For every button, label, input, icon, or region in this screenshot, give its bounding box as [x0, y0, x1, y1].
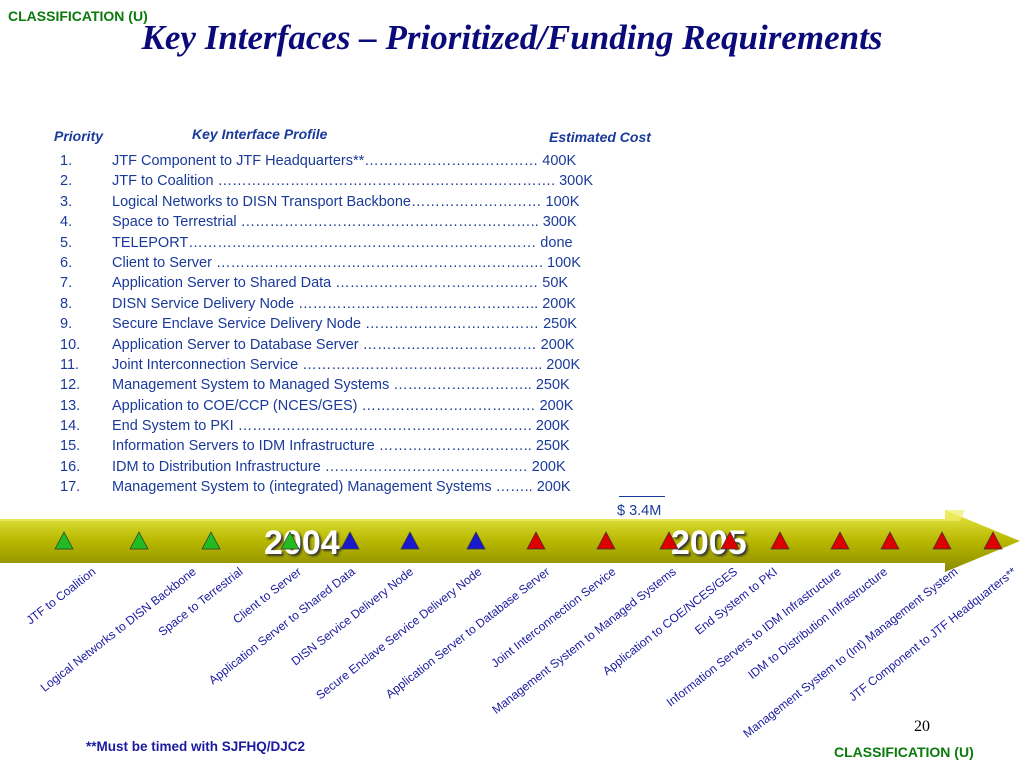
- milestone-marker: [280, 531, 300, 550]
- priority-header: Priority: [54, 128, 104, 144]
- milestone-marker: [983, 531, 1003, 550]
- milestone-marker: [932, 531, 952, 550]
- list-item: 8. DISN Service Delivery Node ………………………………: [60, 295, 577, 312]
- profile-header: Key Interface Profile: [192, 126, 328, 142]
- milestone-marker: [400, 531, 420, 550]
- list-item: 15. Information Servers to IDM Infrastruc…: [60, 438, 570, 455]
- milestone-marker: [129, 531, 149, 550]
- list-item: 7. Application Server to Shared Data ……………: [60, 275, 569, 292]
- footnote: **Must be timed with SJFHQ/DJC2: [86, 739, 306, 754]
- list-item: 10. Application Server to Database Server…: [60, 336, 575, 353]
- milestone-marker: [466, 531, 486, 550]
- list-item: 13. Application to COE/CCP (NCES/GES) …………: [60, 397, 574, 414]
- list-item: 4. Space to Terrestrial ………………………………………………: [60, 214, 577, 231]
- list-item: 11. Joint Interconnection Service ……………………: [60, 356, 581, 373]
- requirements-list: 1. JTF Component to JTF Headquarters**…………: [60, 153, 593, 500]
- timeline-band-top: [0, 510, 965, 521]
- cost-header: Estimated Cost: [549, 129, 651, 145]
- timeline-band: [0, 510, 1020, 572]
- total-cost: $ 3.4M: [617, 503, 662, 519]
- list-item: 3. Logical Networks to DISN Transport Bac…: [60, 193, 580, 210]
- list-item: 2. JTF to Coalition …………………………………………………………: [60, 173, 593, 190]
- milestone-marker: [659, 531, 679, 550]
- classification-top: CLASSIFICATION (U): [8, 8, 148, 24]
- list-item: 6. Client to Server …………………………………………………………: [60, 254, 581, 271]
- page-number: 20: [914, 718, 930, 735]
- milestone-marker: [720, 531, 740, 550]
- list-item: 16. IDM to Distribution Infrastructure ………: [60, 458, 566, 475]
- list-item: 14. End System to PKI ……………………………………………………: [60, 418, 570, 435]
- milestone-marker: [526, 531, 546, 550]
- milestone-marker: [201, 531, 221, 550]
- list-item: 1. JTF Component to JTF Headquarters**…………: [60, 153, 577, 169]
- milestone-marker: [880, 531, 900, 550]
- list-item: 5. TELEPORT……………………………………………………………… done: [60, 234, 573, 251]
- year-2004: 2004: [264, 524, 340, 562]
- list-item: 9. Secure Enclave Service Delivery Node ……: [60, 316, 577, 333]
- classification-bottom: CLASSIFICATION (U): [834, 744, 974, 760]
- milestone-marker: [340, 531, 360, 550]
- list-item: 12. Management System to Managed Systems …: [60, 377, 570, 394]
- milestone-marker: [596, 531, 616, 550]
- page-title: Key Interfaces – Prioritized/Funding Req…: [141, 18, 883, 57]
- list-item: 17. Management System to (integrated) Man…: [60, 479, 571, 496]
- milestone-marker: [830, 531, 850, 550]
- milestone-marker: [770, 531, 790, 550]
- total-underline: [619, 496, 665, 497]
- milestone-marker: [54, 531, 74, 550]
